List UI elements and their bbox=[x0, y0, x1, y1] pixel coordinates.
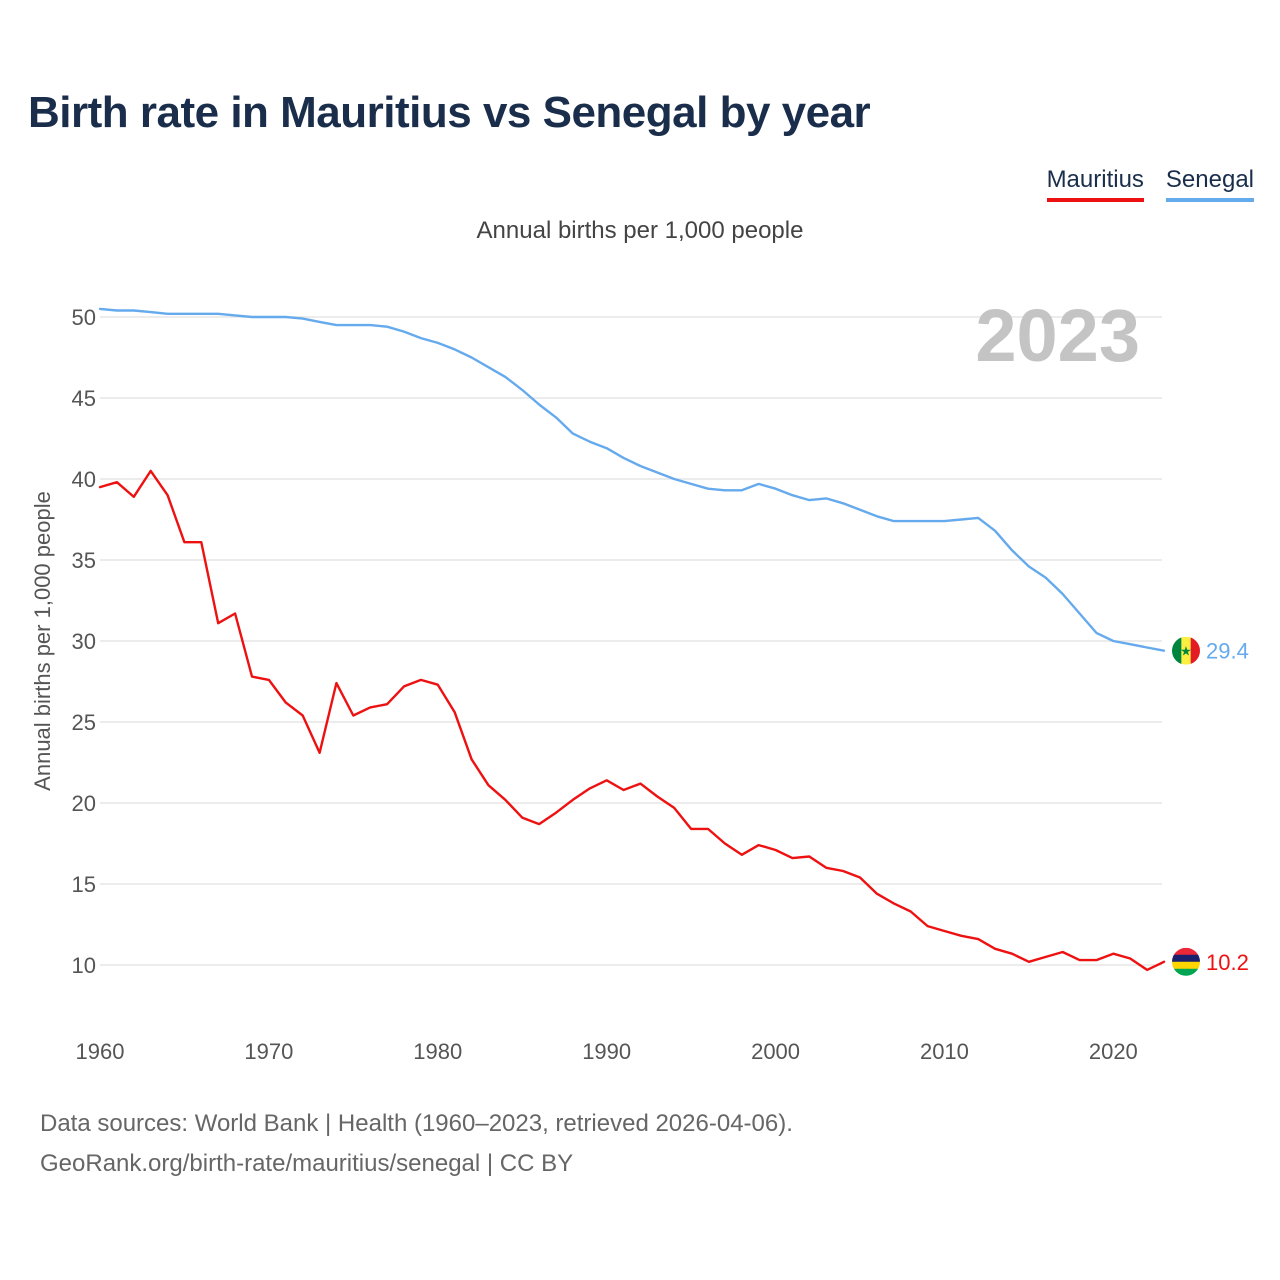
footer: Data sources: World Bank | Health (1960–… bbox=[40, 1104, 793, 1184]
legend-item-mauritius[interactable]: Mauritius bbox=[1046, 166, 1144, 202]
x-tick-label: 1960 bbox=[76, 1039, 125, 1064]
x-tick-label: 1990 bbox=[582, 1039, 631, 1064]
flag-stripe bbox=[1172, 636, 1182, 665]
flag-stripe bbox=[1190, 636, 1200, 665]
flag-stripe bbox=[1172, 947, 1200, 956]
chart-title: Birth rate in Mauritius vs Senegal by ye… bbox=[28, 88, 871, 137]
x-tick-label: 2010 bbox=[920, 1039, 969, 1064]
legend-item-senegal[interactable]: Senegal bbox=[1165, 166, 1254, 202]
x-tick-label: 2020 bbox=[1089, 1039, 1138, 1064]
year-label: 2023 bbox=[975, 294, 1140, 377]
y-axis-label: Annual births per 1,000 people bbox=[30, 491, 55, 791]
y-tick-label: 25 bbox=[72, 710, 96, 735]
flag-stripe bbox=[1181, 636, 1192, 665]
x-tick-label: 1980 bbox=[413, 1039, 462, 1064]
series-line-mauritius bbox=[98, 469, 1166, 972]
end-value-label-mauritius: 10.2 bbox=[1206, 950, 1249, 975]
mauritius-flag-icon bbox=[1172, 947, 1200, 976]
y-tick-label: 15 bbox=[72, 872, 96, 897]
x-tick-label: 2000 bbox=[751, 1039, 800, 1064]
y-tick-label: 30 bbox=[72, 629, 96, 654]
y-tick-label: 20 bbox=[72, 791, 96, 816]
source-link[interactable]: GeoRank.org/birth-rate/mauritius/senegal… bbox=[40, 1150, 574, 1177]
flag-stripe bbox=[1172, 954, 1200, 963]
y-tick-label: 10 bbox=[72, 953, 96, 978]
data-source-note: Data sources: World Bank | Health (1960–… bbox=[40, 1110, 793, 1137]
senegal-flag-icon: ★ bbox=[1172, 636, 1200, 665]
legend: Mauritius Senegal bbox=[1046, 166, 1254, 202]
y-tick-label: 35 bbox=[72, 548, 96, 573]
end-value-label-senegal: 29.4 bbox=[1206, 639, 1249, 664]
flag-stripe bbox=[1172, 968, 1200, 976]
chart-subtitle: Annual births per 1,000 people bbox=[476, 217, 804, 244]
y-tick-label: 45 bbox=[72, 386, 96, 411]
y-tick-label: 50 bbox=[72, 305, 96, 330]
y-tick-label: 40 bbox=[72, 467, 96, 492]
line-chart: 10 15 20 25 30 35 40 45 50 1960 1970 1980 1990 2000 20… bbox=[30, 294, 1249, 1064]
flag-stripe bbox=[1172, 961, 1200, 970]
series-line-senegal bbox=[98, 307, 1166, 652]
flag-star: ★ bbox=[1180, 645, 1192, 660]
x-tick-label: 1970 bbox=[244, 1039, 293, 1064]
